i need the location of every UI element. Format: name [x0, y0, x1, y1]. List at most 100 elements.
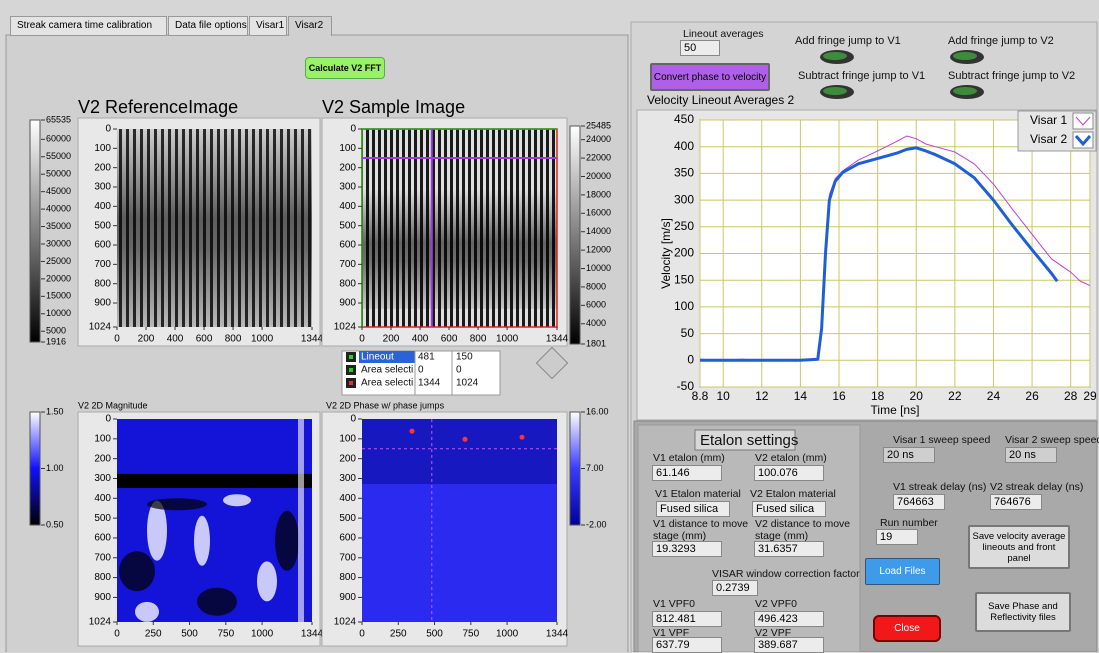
y-tick-label: 700 — [94, 259, 111, 270]
y-tick-label: 1024 — [89, 322, 112, 333]
field-value[interactable]: 19.3293 — [652, 541, 722, 557]
colorbar-label: 60000 — [46, 134, 71, 144]
field-label: V1 etalon (mm) — [653, 452, 758, 464]
y-tick-label: 200 — [339, 162, 356, 173]
colorbar-label: 22000 — [586, 152, 611, 162]
x-tick-label: 800 — [225, 334, 242, 345]
tab[interactable]: Visar2 — [288, 16, 332, 36]
y-tick-label: 600 — [339, 240, 356, 251]
field-value: 100.076 — [754, 465, 824, 481]
y-axis-label: Velocity [m/s] — [659, 218, 673, 289]
field-value[interactable]: 31.6357 — [754, 541, 824, 557]
image-blob — [194, 516, 210, 566]
colorbar-label: 5000 — [46, 326, 66, 336]
field-value[interactable]: 50 — [680, 40, 720, 56]
field-value[interactable]: Fused silica — [752, 501, 826, 517]
y-tick-label: 200 — [94, 453, 111, 464]
colorbar-label: 45000 — [46, 186, 71, 196]
section-title: Etalon settings — [700, 432, 798, 449]
row-icon-dot — [349, 355, 353, 359]
table-cell: 150 — [456, 352, 473, 363]
y-tick-label: 700 — [94, 552, 111, 563]
colorbar-label: 20000 — [46, 273, 71, 283]
colorbar-label: -2.00 — [586, 519, 607, 529]
field-value[interactable]: 637.79 — [652, 637, 722, 653]
field-value[interactable]: 0.2739 — [712, 580, 758, 596]
field-value[interactable]: 496.423 — [754, 611, 824, 627]
x-tick-label: 750 — [217, 629, 234, 640]
field-value[interactable]: 764663 — [893, 494, 945, 510]
table-cell: 1024 — [456, 378, 479, 389]
colorbar-label: 25485 — [586, 120, 611, 130]
x-tick-label: 600 — [441, 334, 458, 345]
colorbar — [30, 412, 40, 525]
field-value[interactable]: 20 ns — [883, 447, 935, 463]
colorbar-label: 7.00 — [586, 463, 604, 473]
y-tick-label: 500 — [94, 513, 111, 524]
tab[interactable]: Streak camera time calibration — [10, 16, 167, 36]
y-tick-label: 100 — [94, 143, 111, 154]
chart-title: Velocity Lineout Averages 2 — [647, 93, 795, 107]
x-tick-label: 1344 — [546, 334, 569, 345]
marker — [410, 429, 415, 434]
tab[interactable]: Data file options — [168, 16, 248, 36]
x-tick-label: 600 — [196, 334, 213, 345]
field-value[interactable]: 812.481 — [652, 611, 722, 627]
image-blob — [135, 602, 159, 622]
image-title: V2 2D Phase w/ phase jumps — [326, 400, 445, 410]
table-cell: Area selecti — [361, 378, 413, 389]
y-tick-label: 250 — [674, 219, 694, 233]
tab[interactable]: Visar1 — [249, 16, 287, 36]
x-tick-label: 400 — [167, 334, 184, 345]
y-tick-label: 600 — [94, 533, 111, 544]
colorbar-label: 20000 — [586, 171, 611, 181]
image-blob — [223, 494, 251, 506]
button[interactable]: Save velocity average lineouts and front… — [968, 525, 1070, 569]
image-band — [117, 474, 312, 488]
y-tick-label: 400 — [94, 201, 111, 212]
field-value[interactable]: 20 ns — [1005, 447, 1057, 463]
x-tick-label: 1000 — [496, 629, 519, 640]
y-tick-label: 0 — [105, 414, 111, 425]
colorbar-label: 4000 — [586, 318, 606, 328]
canvas: V2 ReferenceImage02004006008001000134401… — [0, 0, 1099, 652]
image-edge — [298, 419, 304, 622]
toggle-light — [823, 52, 847, 60]
image-blob — [257, 561, 277, 601]
field-value[interactable]: 764676 — [990, 494, 1042, 510]
image-blob — [119, 551, 155, 591]
image-shade — [362, 189, 557, 309]
y-tick-label: 900 — [94, 592, 111, 603]
y-tick-label: 0 — [350, 124, 356, 135]
y-tick-label: 300 — [94, 473, 111, 484]
field-value[interactable]: Fused silica — [656, 501, 730, 517]
table-cell: 0 — [418, 365, 424, 376]
field-value[interactable]: 389.687 — [754, 637, 824, 653]
field-label: V2 VPF0 — [755, 598, 860, 610]
x-tick-label: 1344 — [301, 334, 324, 345]
y-tick-label: 100 — [674, 299, 694, 313]
image-title: V2 Sample Image — [322, 97, 465, 117]
x-tick-label: 400 — [412, 334, 429, 345]
y-tick-label: 800 — [94, 278, 111, 289]
row-icon-dot — [349, 381, 353, 385]
y-tick-label: 700 — [339, 552, 356, 563]
x-tick-label: 1344 — [546, 629, 569, 640]
button[interactable]: Load Files — [865, 558, 940, 585]
button[interactable]: Convert phase to velocity — [650, 63, 770, 91]
x-tick-label: 28 — [1064, 389, 1078, 403]
button[interactable]: Save Phase and Reflectivity files — [975, 592, 1071, 632]
toggle-label: Add fringe jump to V1 — [795, 35, 901, 47]
colorbar-label: 12000 — [586, 244, 611, 254]
field-value[interactable]: 19 — [876, 529, 918, 545]
y-tick-label: 200 — [94, 162, 111, 173]
y-tick-label: 300 — [674, 192, 694, 206]
field-label: V2 Etalon material — [750, 488, 855, 500]
y-tick-label: 200 — [339, 453, 356, 464]
y-tick-label: 150 — [674, 272, 694, 286]
button[interactable]: Calculate V2 FFT — [305, 57, 385, 79]
colorbar-label: 1.50 — [46, 406, 64, 416]
x-tick-label: 1000 — [251, 334, 274, 345]
button[interactable]: Close — [873, 615, 941, 642]
x-axis-label: Time [ns] — [871, 403, 920, 417]
